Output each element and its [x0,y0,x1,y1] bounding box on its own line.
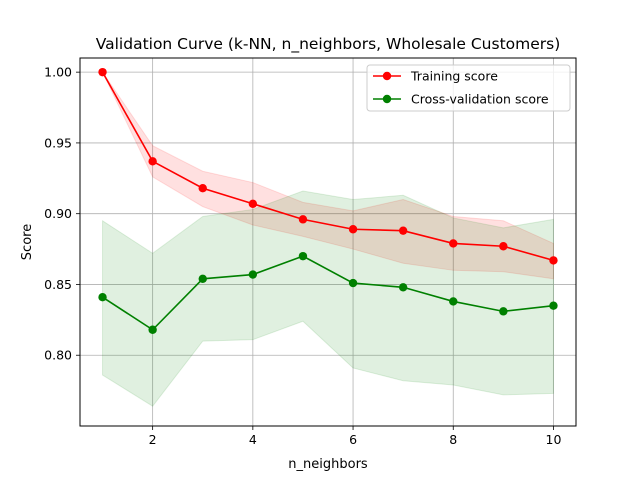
legend-swatch-marker [382,94,392,104]
y-tick-label: 0.80 [44,348,72,363]
data-point-series-2 [549,301,558,310]
x-tick-label: 4 [249,432,257,447]
y-tick-label: 1.00 [44,65,72,80]
data-point-series-2 [298,251,308,261]
x-tick-label: 10 [546,432,562,447]
data-point-series-1 [499,242,508,251]
data-point-series-2 [398,283,408,292]
y-tick-label: 0.85 [44,277,72,292]
series-lines [101,71,554,331]
series-markers [98,67,558,334]
legend-entry-label: Training score [410,69,498,84]
data-point-series-1 [348,225,358,234]
plot-frame [79,57,577,427]
data-point-series-1 [98,67,107,77]
data-point-series-1 [449,239,458,248]
legend-entry-label: Cross-validation score [411,92,549,107]
legend: Training score Cross-validation score [366,64,571,112]
x-tick-label: 6 [349,432,357,447]
data-point-series-2 [499,307,508,316]
confidence-band-series-2 [102,190,554,407]
y-axis-label: Score [20,224,35,260]
data-point-series-2 [198,274,207,283]
axis-ticks: 2 4 6 8 10 0.80 0.85 0.90 0.95 1.00 [44,65,561,447]
legend-swatch-marker [382,71,392,81]
data-point-series-1 [248,199,258,208]
data-point-series-2 [348,278,358,288]
chart-title: Validation Curve (k-NN, n_neighbors, Who… [96,35,561,54]
legend-box [366,64,571,112]
series-line-2 [102,255,554,331]
data-point-series-2 [449,297,458,306]
data-point-series-1 [549,256,558,265]
x-tick-label: 8 [449,432,457,447]
y-tick-label: 0.90 [44,206,72,221]
data-point-series-1 [298,215,308,224]
data-point-series-2 [148,325,157,334]
data-point-series-1 [148,157,157,166]
y-tick-label: 0.95 [44,135,72,150]
x-axis-label: n_neighbors [288,457,368,472]
data-point-series-1 [198,184,207,193]
data-point-series-1 [398,226,408,235]
data-point-series-2 [248,270,258,279]
series-line-1 [101,71,554,262]
data-point-series-2 [98,293,107,302]
x-tick-label: 2 [149,432,157,447]
